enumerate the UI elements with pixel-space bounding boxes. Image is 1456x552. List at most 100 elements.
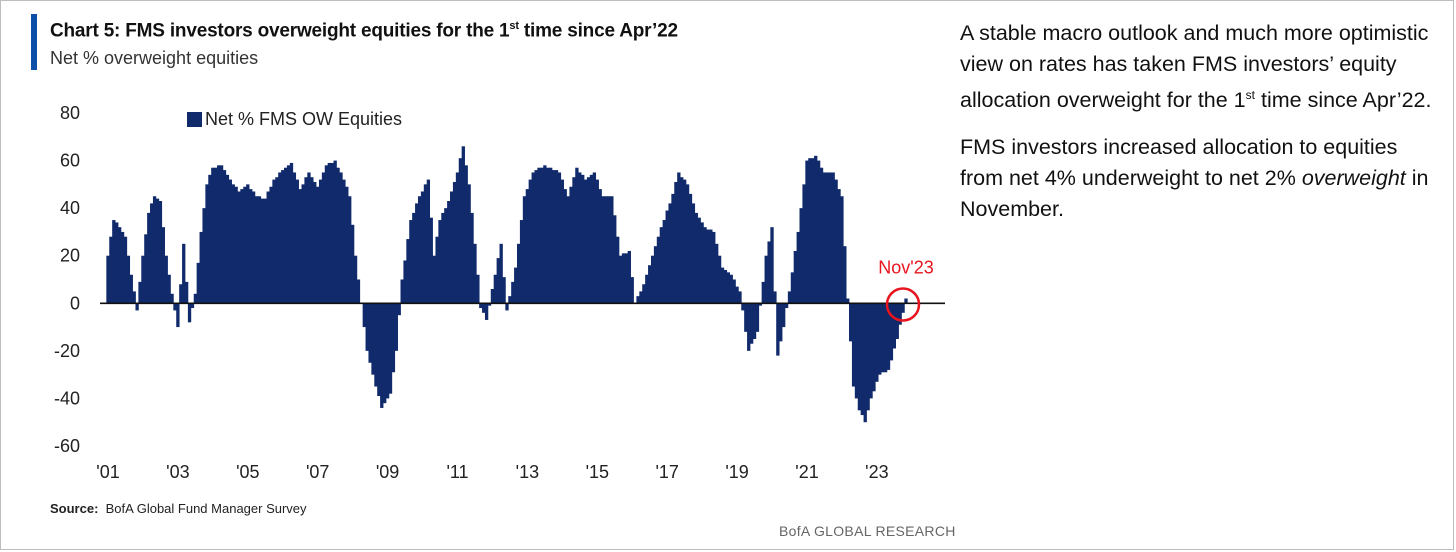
bar [616,236,620,304]
bar [403,260,407,304]
bar [607,196,611,304]
bar [228,179,232,304]
bar [412,212,416,304]
bar [301,184,305,304]
bar [782,303,786,328]
annotation-circle [885,287,921,322]
bar [461,146,465,304]
bar [385,303,390,399]
bar [400,279,404,304]
bar [362,303,366,328]
bar [613,215,617,304]
bar [627,250,631,304]
bar [339,172,343,304]
bar [604,196,608,304]
bar [546,167,550,304]
bar [377,303,381,397]
bar [484,303,489,320]
bar [129,274,133,304]
bar [426,179,431,304]
bar [464,165,468,304]
bar [260,198,265,304]
bar [336,167,340,304]
bar [761,281,765,304]
bar [222,170,227,304]
bar [482,303,486,313]
legend-label: Net % FMS OW Equities [205,109,402,129]
bar [420,191,425,304]
bar [642,284,646,304]
bar [406,239,410,304]
brand-label: BofA GLOBAL RESEARCH [779,523,956,539]
bar [773,291,777,304]
bar [499,243,503,304]
bar [173,303,177,311]
bar [199,231,203,304]
legend: Net % FMS OW Equities [187,109,402,129]
commentary-paragraph-1: A stable macro outlook and much more opt… [960,21,1432,113]
bar [345,186,349,304]
bar [164,255,168,304]
bar [863,303,867,423]
y-tick-label: 40 [60,198,80,218]
bar [348,196,352,304]
bar [519,220,524,304]
y-axis: 80 60 40 20 0 -20 -40 -60 [54,103,80,456]
x-tick-label: '05 [236,462,259,482]
bar [371,303,375,375]
bar [866,303,870,411]
bar [243,186,247,304]
y-tick-label: -60 [54,436,80,456]
bar [717,255,722,304]
bar [514,267,518,304]
bar [540,167,544,304]
chart-subtitle: Net % overweight equities [50,48,259,68]
bar [447,201,451,304]
bar [251,191,256,304]
bar [901,303,905,313]
bar [685,184,690,304]
bar [284,167,288,304]
x-tick-label: '07 [306,462,329,482]
bar [860,303,864,416]
y-tick-label: 20 [60,246,80,266]
bar [138,281,142,304]
bar [330,162,334,304]
bar [875,303,879,382]
bar [738,291,742,304]
bar [429,217,433,304]
bar [583,179,588,304]
bar [735,286,739,304]
bar [793,250,797,304]
bar [120,231,125,304]
bar [755,303,760,332]
commentary: A stable macro outlook and much more opt… [960,18,1440,241]
bar [767,241,771,304]
bar [796,231,800,304]
bar [444,208,448,304]
bar [318,179,323,304]
bar [834,179,838,304]
bar [350,224,355,304]
bar [828,172,832,304]
bar [592,172,597,304]
bar [720,267,725,304]
bar [176,303,180,328]
bar [438,220,442,304]
x-tick-label: '01 [96,462,119,482]
bar [741,303,745,311]
bar [493,274,497,304]
bar [516,243,521,304]
bar [851,303,856,387]
bar [141,255,145,304]
bar [846,298,850,304]
bar [557,172,562,304]
bar [144,234,148,304]
title-accent-bar [31,14,37,70]
bar [289,162,294,304]
bar [112,220,116,304]
bar [639,291,643,304]
bar [208,174,212,304]
bar [202,208,206,304]
bar [278,172,282,304]
